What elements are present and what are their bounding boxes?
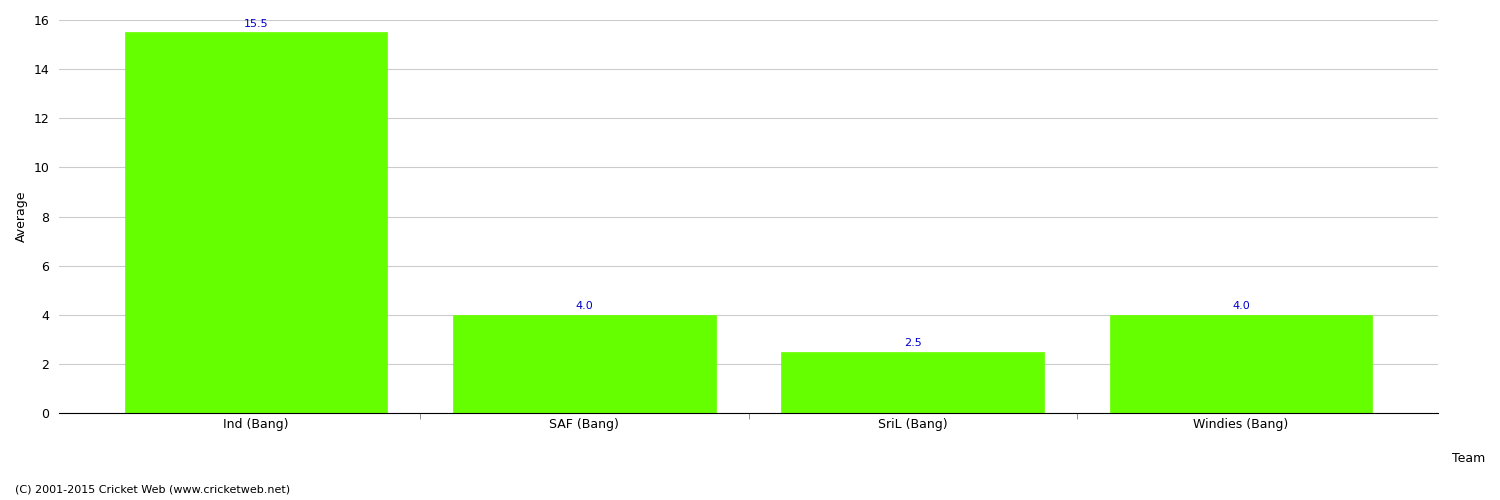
Text: Team: Team bbox=[1452, 452, 1485, 465]
Bar bbox=[124, 32, 387, 413]
Text: 4.0: 4.0 bbox=[1232, 301, 1250, 311]
Text: (C) 2001-2015 Cricket Web (www.cricketweb.net): (C) 2001-2015 Cricket Web (www.cricketwe… bbox=[15, 485, 290, 495]
Bar bbox=[453, 315, 716, 413]
Text: 2.5: 2.5 bbox=[904, 338, 921, 348]
Text: 15.5: 15.5 bbox=[244, 18, 268, 28]
Bar bbox=[782, 352, 1044, 413]
Text: 4.0: 4.0 bbox=[576, 301, 592, 311]
Y-axis label: Average: Average bbox=[15, 191, 28, 242]
Bar bbox=[1110, 315, 1372, 413]
